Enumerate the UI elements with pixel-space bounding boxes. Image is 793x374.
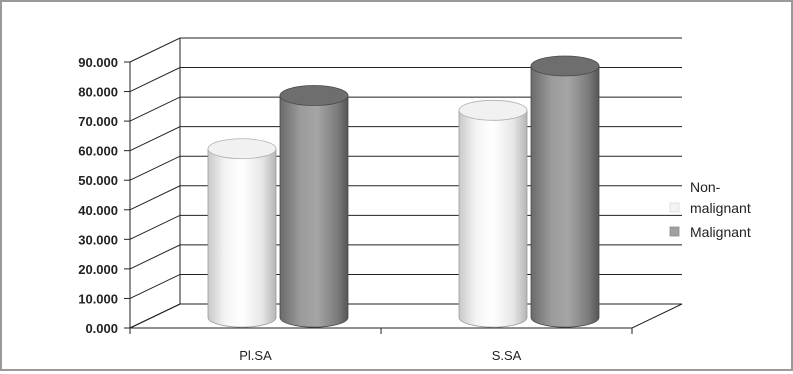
bar-top [530, 55, 600, 77]
bar-top [458, 99, 528, 121]
bar-body [458, 109, 528, 328]
legend-swatch [669, 226, 680, 237]
y-tick-label: 40.000 [78, 203, 118, 218]
y-tick-label: 70.000 [78, 114, 118, 129]
axis-labels: 0.000 10.000 20.000 30.000 40.000 50.000 60.00… [78, 55, 521, 363]
bar-malignant-ssa [530, 55, 600, 328]
bar-chart-3d: 0.000 10.000 20.000 30.000 40.000 50.000 60.00… [78, 37, 751, 363]
bar-body [279, 95, 349, 328]
x-category-label: Pl.SA [239, 348, 272, 363]
y-tick-label: 60.000 [78, 144, 118, 159]
y-tick-label: 90.000 [78, 55, 118, 70]
legend-label: malignant [690, 200, 751, 216]
gridline [129, 37, 682, 63]
bar-top [207, 138, 277, 160]
y-tick-label: 10.000 [78, 291, 118, 306]
axes [124, 38, 683, 334]
y-tick-label: 80.000 [78, 85, 118, 100]
x-category-label: S.SA [492, 348, 522, 363]
bar-non-malignant-plsa [207, 138, 277, 328]
bar-body [207, 148, 277, 328]
floor [129, 303, 683, 329]
legend-label: Malignant [690, 224, 751, 240]
bar-malignant-plsa [279, 85, 349, 328]
y-tick-label: 50.000 [78, 173, 118, 188]
y-tick-label: 0.000 [85, 321, 118, 336]
bar-body [530, 65, 600, 328]
bar-top [279, 85, 349, 106]
legend-label: Non- [690, 179, 721, 195]
y-tick-label: 30.000 [78, 232, 118, 247]
legend: Non-malignant Malignant [669, 179, 751, 240]
bars [207, 55, 600, 328]
legend-swatch [669, 202, 680, 213]
bar-non-malignant-ssa [458, 99, 528, 328]
y-tick-label: 20.000 [78, 262, 118, 277]
